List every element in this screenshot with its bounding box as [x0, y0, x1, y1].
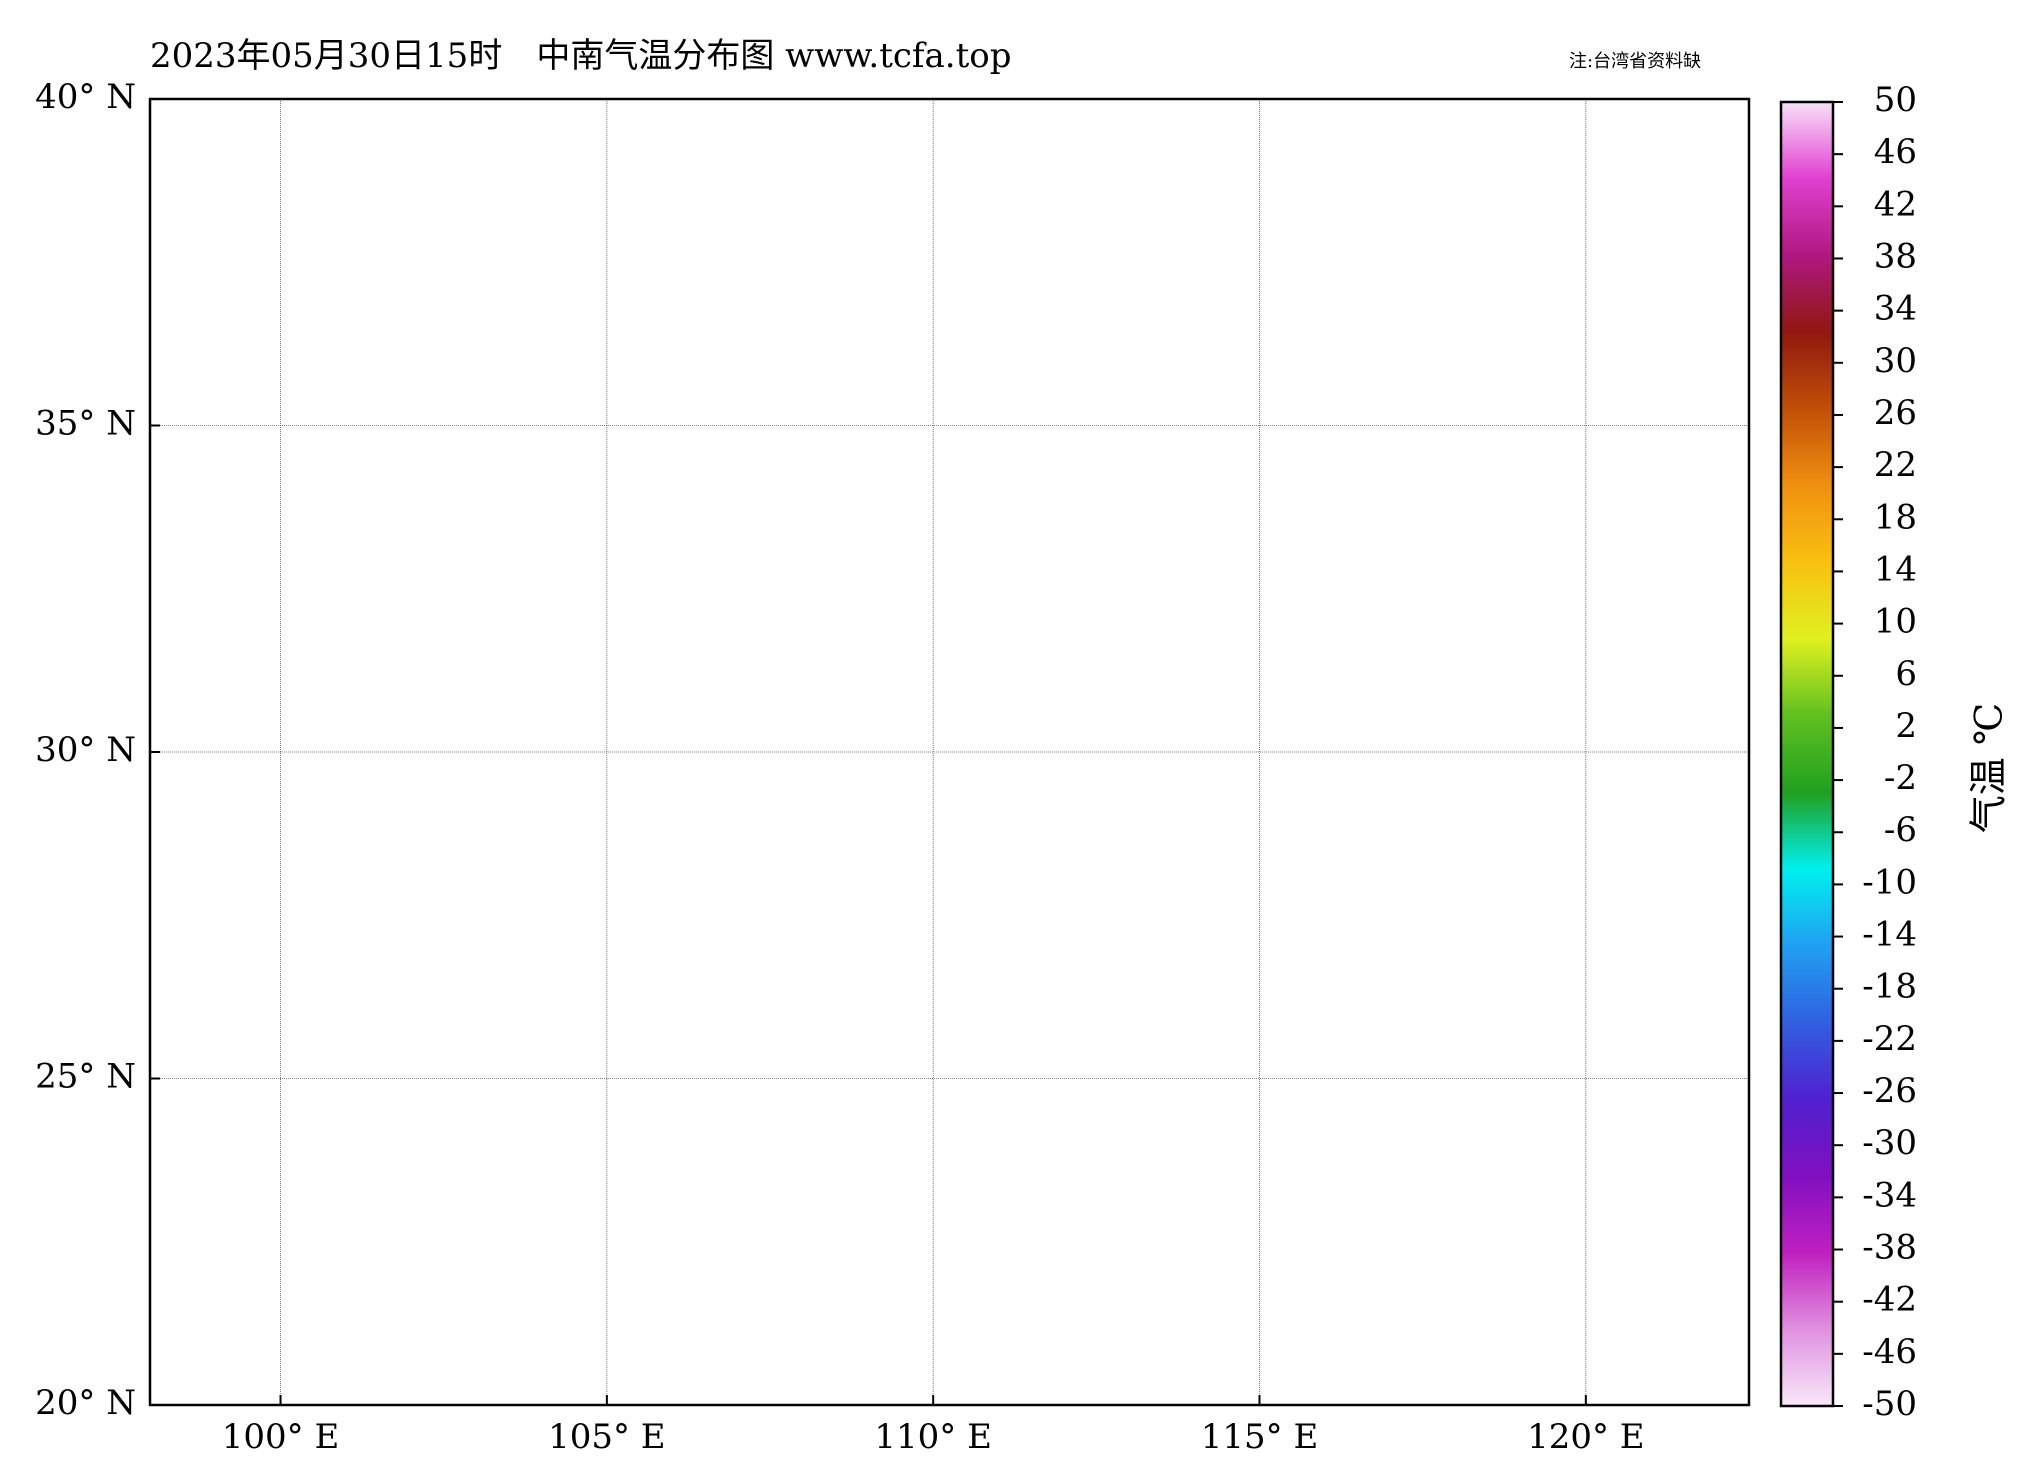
title: 2023年05月30日15时 中南气温分布图 www.tcfa.top [150, 36, 1011, 76]
colorbar-tick-label: -22 [1862, 1019, 1917, 1059]
y-tick-label: 40° N [35, 77, 136, 117]
axes: 100° E 105° E 110° E 115° E 120° E 20° N 25° N… [35, 77, 1749, 1457]
colorbar-tick-label: 34 [1874, 289, 1917, 329]
colorbar-tick-label: 46 [1874, 132, 1917, 172]
y-tick-label: 20° N [35, 1383, 136, 1423]
colorbar-tick-label: 10 [1874, 602, 1917, 642]
colorbar-tick-label: -6 [1884, 810, 1917, 850]
colorbar-tick-label: -26 [1862, 1071, 1917, 1111]
colorbar-tick-label: -2 [1884, 758, 1917, 798]
colorbar-tick-label: 42 [1874, 184, 1917, 224]
colorbar-tick-label: -30 [1862, 1123, 1917, 1163]
y-tick-label: 25° N [35, 1057, 136, 1097]
colorbar-tick-label: -42 [1862, 1280, 1917, 1320]
colorbar-tick-label: 22 [1874, 445, 1917, 485]
colorbar-label: 气温 ℃ [1967, 703, 2011, 834]
colorbar-tick-label: -14 [1862, 915, 1917, 955]
colorbar-tick-label: -38 [1862, 1228, 1917, 1268]
colorbar-tick-label: 14 [1874, 549, 1917, 589]
colorbar [1779, 100, 1835, 1408]
colorbar-tick-label: 2 [1895, 706, 1917, 746]
colorbar-tick-label: 6 [1895, 654, 1917, 694]
colorbar-tick-label: -50 [1862, 1384, 1917, 1424]
colorbar-tick-label: -10 [1862, 862, 1917, 902]
colorbar-tick-label: -34 [1862, 1175, 1917, 1215]
colorbar-tick-label: -46 [1862, 1332, 1917, 1372]
x-tick-label: 115° E [1201, 1417, 1319, 1457]
colorbar-tick-label: 38 [1874, 236, 1917, 276]
colorbar-tick-label: 18 [1874, 497, 1917, 537]
map-frame [148, 97, 1751, 1407]
colorbar-tick-label: 30 [1874, 341, 1917, 381]
x-tick-label: 100° E [222, 1417, 340, 1457]
colorbar-tick-label: -18 [1862, 967, 1917, 1007]
x-tick-label: 120° E [1527, 1417, 1645, 1457]
note: 注:台湾省资料缺 [1569, 51, 1701, 72]
colorbar-tick-label: 26 [1874, 393, 1917, 433]
y-tick-label: 30° N [35, 730, 136, 770]
x-tick-label: 105° E [548, 1417, 666, 1457]
x-tick-label: 110° E [874, 1417, 992, 1457]
y-tick-label: 35° N [35, 404, 136, 444]
colorbar-tick-label: 50 [1874, 80, 1917, 120]
